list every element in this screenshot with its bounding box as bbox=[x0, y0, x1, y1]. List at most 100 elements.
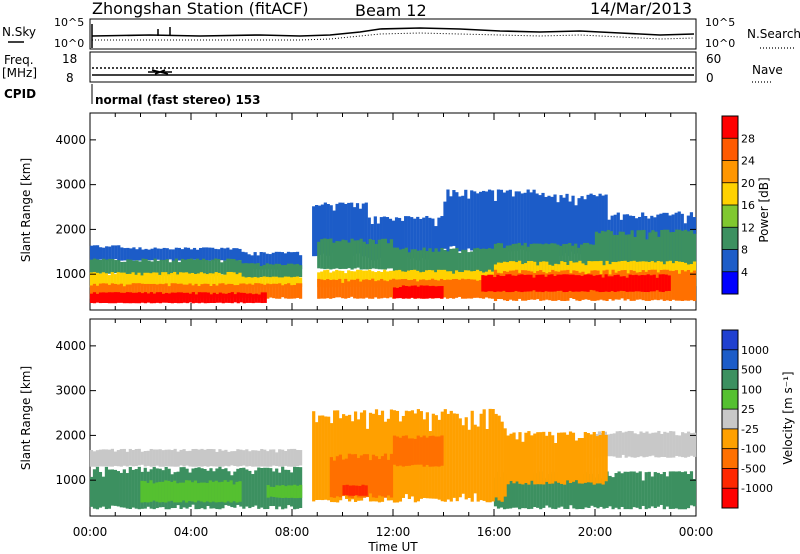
data-cell bbox=[544, 243, 548, 274]
data-cell bbox=[454, 270, 459, 288]
velocity-y-axis: 1000 2000 3000 4000 bbox=[55, 339, 696, 487]
data-cell bbox=[134, 469, 138, 509]
data-cell bbox=[266, 451, 270, 467]
data-cell bbox=[559, 245, 563, 274]
data-cell bbox=[692, 479, 697, 507]
data-cell bbox=[624, 431, 628, 458]
data-cell bbox=[312, 206, 316, 257]
data-cell bbox=[398, 287, 403, 299]
data-cell bbox=[229, 249, 233, 260]
data-cell bbox=[260, 283, 264, 299]
data-cell bbox=[155, 284, 159, 299]
data-cell bbox=[440, 247, 444, 279]
data-cell bbox=[226, 247, 230, 261]
data-cell bbox=[428, 286, 432, 299]
data-cell bbox=[475, 280, 480, 298]
data-cell bbox=[184, 272, 189, 288]
data-cell bbox=[95, 450, 100, 467]
data-cell bbox=[226, 258, 230, 277]
data-cell bbox=[598, 274, 602, 293]
data-cell bbox=[479, 413, 483, 501]
nsky-tick-high: 10^5 bbox=[54, 16, 84, 29]
data-cell bbox=[179, 482, 183, 503]
colorbar-tick-label: 8 bbox=[741, 244, 748, 257]
nsearch-tick-low: 10^0 bbox=[705, 37, 735, 50]
data-cell bbox=[487, 274, 491, 292]
data-cell bbox=[287, 485, 291, 499]
data-cell bbox=[275, 452, 279, 467]
data-cell bbox=[254, 450, 258, 467]
data-cell bbox=[511, 243, 515, 275]
data-cell bbox=[530, 471, 534, 509]
data-cell bbox=[179, 292, 183, 304]
data-cell bbox=[202, 273, 206, 288]
data-cell bbox=[545, 479, 549, 506]
data-cell bbox=[586, 433, 590, 483]
data-cell bbox=[326, 269, 330, 288]
data-cell bbox=[598, 434, 602, 484]
data-cell bbox=[200, 284, 204, 299]
data-cell bbox=[147, 249, 151, 261]
data-cell bbox=[332, 242, 336, 269]
y-tick-label: 2000 bbox=[55, 222, 86, 236]
data-cell bbox=[262, 264, 266, 279]
data-cell bbox=[104, 292, 109, 304]
data-cell bbox=[150, 261, 154, 277]
data-cell bbox=[191, 292, 195, 304]
data-cell bbox=[286, 263, 291, 279]
data-cell bbox=[352, 207, 357, 256]
data-cell bbox=[131, 450, 135, 467]
data-cell bbox=[413, 438, 417, 465]
data-cell bbox=[235, 248, 239, 261]
data-cell-group bbox=[317, 238, 394, 270]
data-cell bbox=[671, 471, 675, 509]
colorbar-segment bbox=[722, 160, 738, 184]
data-cell bbox=[506, 435, 510, 485]
data-cell bbox=[476, 193, 480, 249]
data-cell bbox=[290, 285, 294, 299]
data-cell bbox=[515, 472, 519, 508]
data-cell bbox=[146, 283, 150, 299]
data-cell bbox=[251, 294, 255, 304]
data-cell bbox=[583, 242, 587, 272]
data-cell bbox=[268, 277, 272, 288]
data-cell bbox=[684, 229, 688, 279]
data-cell bbox=[224, 284, 228, 299]
data-cell bbox=[397, 217, 402, 260]
data-cell bbox=[101, 292, 106, 303]
data-cell bbox=[257, 294, 261, 303]
data-cell bbox=[224, 449, 228, 466]
colorbar-segment bbox=[722, 448, 738, 469]
data-cell bbox=[509, 433, 513, 481]
data-cell bbox=[101, 272, 105, 288]
data-cell bbox=[389, 239, 394, 269]
data-cell bbox=[212, 283, 216, 299]
data-cell bbox=[645, 431, 649, 457]
data-cell bbox=[683, 471, 688, 510]
data-cell bbox=[470, 251, 474, 276]
data-cell bbox=[197, 292, 201, 304]
data-cell bbox=[395, 270, 399, 288]
data-cell bbox=[436, 269, 441, 288]
data-cell bbox=[434, 226, 438, 259]
data-cell bbox=[344, 278, 348, 299]
data-cell bbox=[425, 215, 429, 260]
data-cell bbox=[683, 271, 688, 301]
data-cell bbox=[556, 274, 560, 291]
data-cell bbox=[593, 477, 597, 508]
data-cell-group bbox=[89, 283, 303, 299]
data-cell bbox=[286, 251, 291, 270]
data-cell bbox=[481, 275, 485, 292]
data-cell-group bbox=[342, 484, 368, 496]
data-cell bbox=[315, 422, 319, 501]
colorbar-tick-label: 4 bbox=[741, 266, 748, 279]
data-cell bbox=[192, 259, 197, 276]
power-x-axis bbox=[89, 113, 697, 310]
data-cell bbox=[259, 266, 263, 278]
data-cell bbox=[445, 271, 450, 287]
data-cell bbox=[329, 272, 333, 287]
data-cell bbox=[551, 435, 555, 484]
nsky-label: N.Sky bbox=[2, 25, 36, 39]
data-cell bbox=[557, 432, 561, 483]
data-cell bbox=[146, 450, 150, 466]
